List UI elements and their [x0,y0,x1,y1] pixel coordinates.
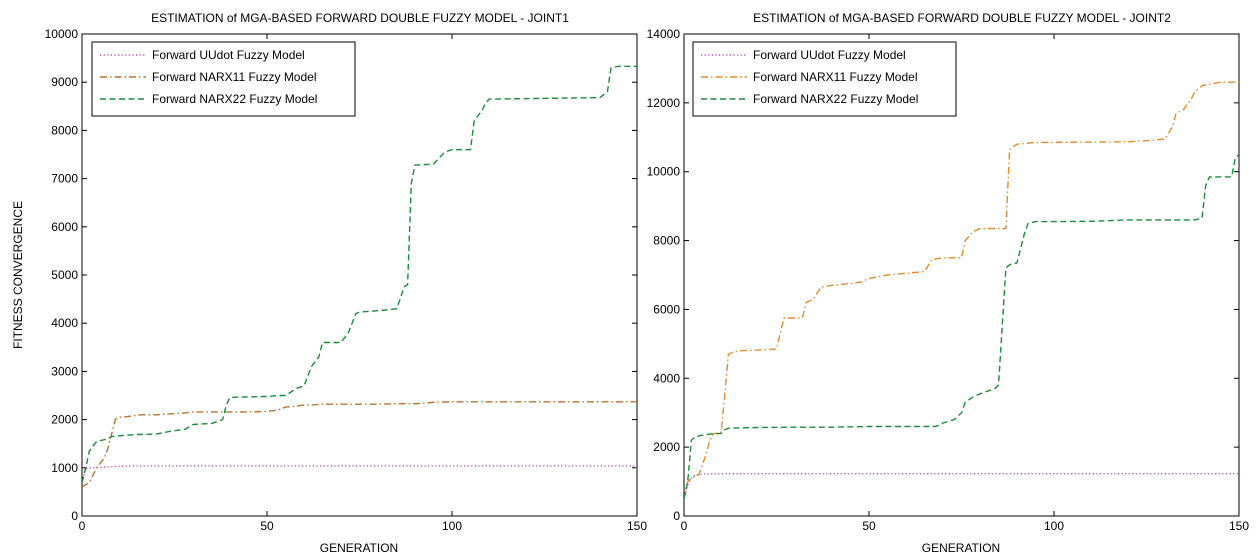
y-tick-label: 12000 [647,96,681,110]
x-axis-ticks-joint2: 0 50 100 150 [681,34,1249,533]
series-line-forward-narx11-fuzzy-model [684,81,1239,499]
x-tick-label: 100 [442,519,462,533]
y-tick-label: 14000 [647,27,681,41]
legend-label-forward-narx11-fuzzy-model: Forward NARX11 Fuzzy Model [753,70,918,84]
y-tick-label: 6000 [51,220,78,234]
chart-joint2: ESTIMATION of MGA-BASED FORWARD DOUBLE F… [647,11,1250,555]
legend-joint2: Forward UUdot Fuzzy Model Forward NARX11 … [692,41,957,117]
x-axis-label-joint1: GENERATION [320,541,398,555]
y-axis-ticks-joint2: 0 2000 4000 6000 8000 10000 12000 14000 [647,27,1239,523]
y-tick-label: 10000 [647,165,681,179]
x-tick-label: 0 [79,519,86,533]
x-tick-label: 0 [681,519,688,533]
legend-label-forward-uudot-fuzzy-model: Forward UUdot Fuzzy Model [753,48,906,62]
chart-joint1: ESTIMATION of MGA-BASED FORWARD DOUBLE F… [11,11,647,555]
y-tick-label: 0 [673,509,680,523]
y-tick-label: 2000 [653,440,680,454]
y-tick-label: 0 [71,509,78,523]
y-tick-label: 8000 [51,123,78,137]
y-tick-label: 1000 [51,461,78,475]
x-axis-ticks-joint1: 0 50 100 150 [79,34,647,533]
y-tick-label: 8000 [653,234,680,248]
x-tick-label: 150 [1229,519,1249,533]
y-tick-label: 5000 [51,268,78,282]
y-axis-ticks-joint1: 0 1000 2000 3000 4000 5000 6000 7000 8000 9000 100… [45,27,637,523]
x-tick-label: 50 [260,519,274,533]
x-axis-label-joint2: GENERATION [922,541,1000,555]
series-group-joint1 [82,65,637,488]
series-line-forward-narx22-fuzzy-model [82,65,637,483]
series-line-forward-uudot-fuzzy-model [82,465,637,483]
y-tick-label: 4000 [51,316,78,330]
series-line-forward-narx11-fuzzy-model [82,401,637,488]
y-tick-label: 10000 [45,27,79,41]
y-tick-label: 7000 [51,172,78,186]
legend-label-forward-narx11-fuzzy-model: Forward NARX11 Fuzzy Model [152,70,317,84]
legend-joint1: Forward UUdot Fuzzy Model Forward NARX11 … [91,41,356,117]
y-axis-label-joint1: FITNESS CONVERGENCE [11,201,25,349]
series-group-joint2 [684,81,1239,499]
series-line-forward-narx22-fuzzy-model [684,153,1239,499]
x-tick-label: 150 [627,519,647,533]
chart-title-joint1: ESTIMATION of MGA-BASED FORWARD DOUBLE F… [151,11,569,25]
y-tick-label: 9000 [51,75,78,89]
legend-label-forward-narx22-fuzzy-model: Forward NARX22 Fuzzy Model [753,92,918,106]
y-tick-label: 6000 [653,302,680,316]
chart-title-joint2: ESTIMATION of MGA-BASED FORWARD DOUBLE F… [753,11,1171,25]
legend-label-forward-uudot-fuzzy-model: Forward UUdot Fuzzy Model [152,48,305,62]
legend-label-forward-narx22-fuzzy-model: Forward NARX22 Fuzzy Model [152,92,317,106]
y-tick-label: 3000 [51,364,78,378]
x-tick-label: 100 [1044,519,1064,533]
x-tick-label: 50 [862,519,876,533]
legend-box [692,41,957,117]
y-tick-label: 4000 [653,371,680,385]
series-line-forward-uudot-fuzzy-model [684,473,1239,499]
y-tick-label: 2000 [51,413,78,427]
legend-box [91,41,356,117]
